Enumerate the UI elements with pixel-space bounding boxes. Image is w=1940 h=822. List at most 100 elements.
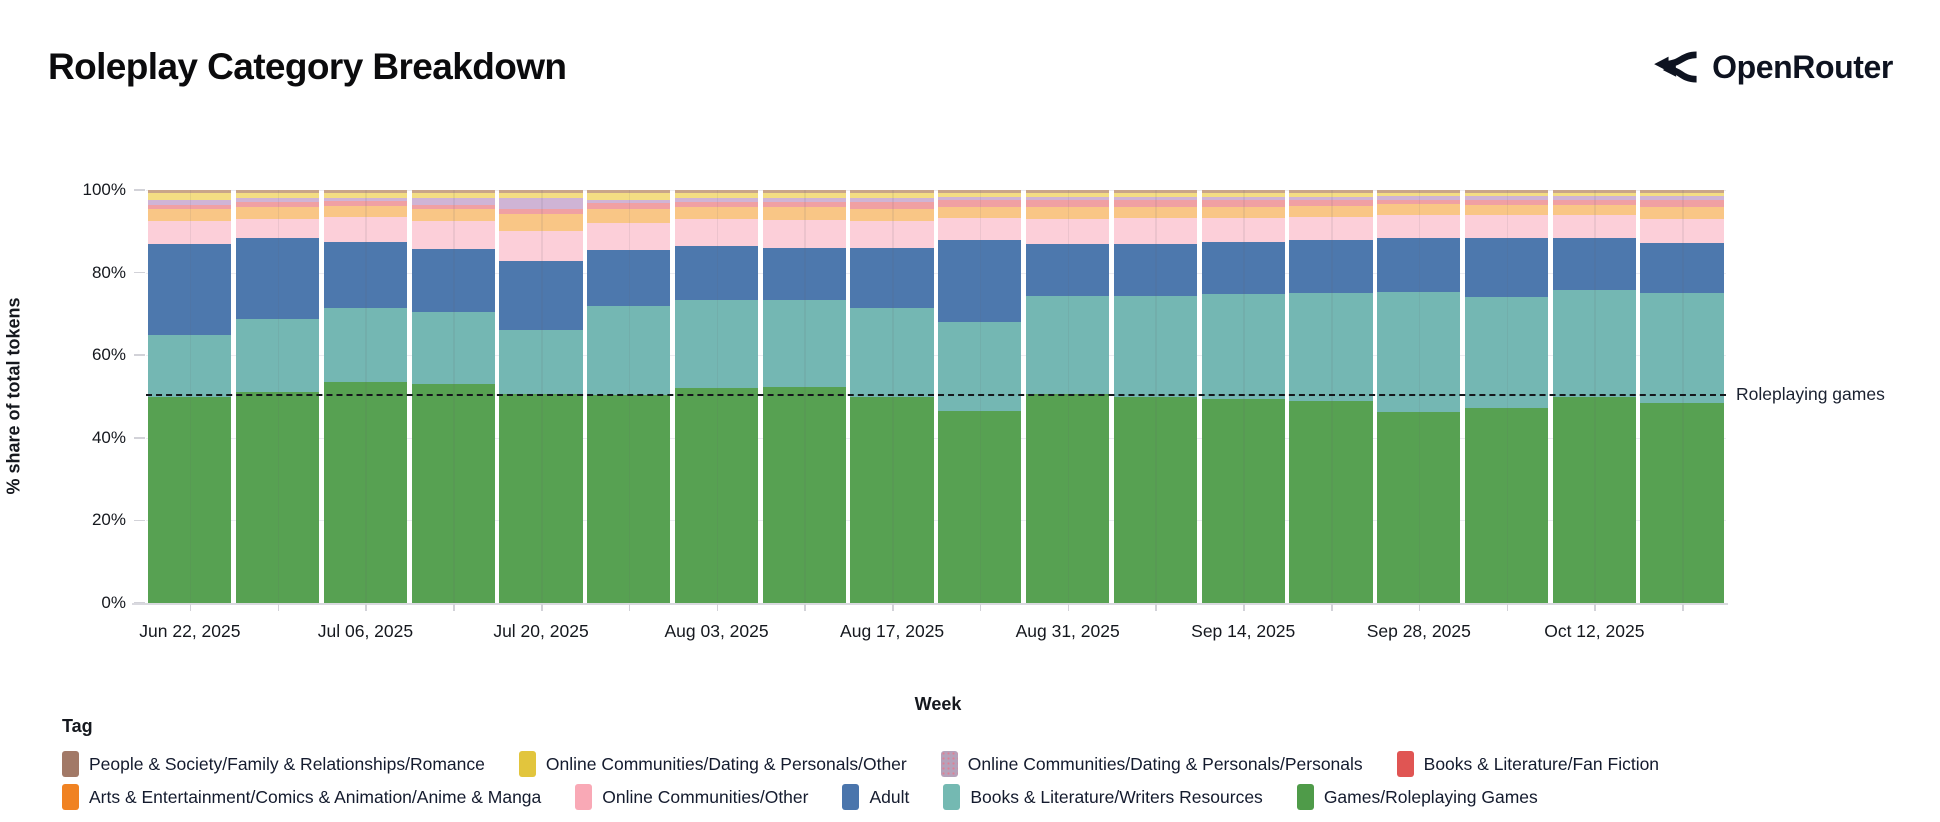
- segment-fan-fiction[interactable]: [1113, 200, 1198, 207]
- segment-other[interactable]: [148, 221, 232, 244]
- segment-romance[interactable]: [1201, 190, 1285, 193]
- segment-roleplaying-games[interactable]: [1113, 396, 1198, 603]
- segment-other[interactable]: [1113, 192, 1198, 197]
- segment-other[interactable]: [148, 193, 232, 200]
- segment-anime-manga[interactable]: [499, 213, 583, 232]
- segment-adult[interactable]: [323, 241, 408, 308]
- stacked-bar-aug-31-2025[interactable]: [1025, 190, 1110, 603]
- segment-writers-resources[interactable]: [1640, 293, 1724, 403]
- segment-other[interactable]: [1025, 192, 1110, 197]
- legend-item-other[interactable]: Online Communities/Dating & Personals/Ot…: [518, 751, 907, 777]
- segment-personals[interactable]: [587, 199, 671, 204]
- segment-fan-fiction[interactable]: [1552, 199, 1636, 206]
- segment-anime-manga[interactable]: [850, 208, 934, 221]
- segment-roleplaying-games[interactable]: [587, 395, 671, 603]
- segment-roleplaying-games[interactable]: [1464, 408, 1549, 603]
- segment-romance[interactable]: [1464, 190, 1549, 193]
- stacked-bar-sep-21-2025[interactable]: [1289, 190, 1373, 603]
- segment-roleplaying-games[interactable]: [235, 392, 320, 603]
- segment-other[interactable]: [1025, 218, 1110, 244]
- segment-adult[interactable]: [762, 247, 846, 301]
- legend-item-romance[interactable]: People & Society/Family & Relationships/…: [62, 751, 485, 777]
- segment-anime-manga[interactable]: [148, 208, 232, 221]
- segment-adult[interactable]: [1640, 242, 1724, 294]
- segment-personals[interactable]: [674, 198, 759, 202]
- segment-personals[interactable]: [499, 198, 583, 209]
- segment-fan-fiction[interactable]: [1464, 199, 1549, 206]
- segment-adult[interactable]: [1201, 241, 1285, 295]
- segment-fan-fiction[interactable]: [323, 201, 408, 206]
- segment-fan-fiction[interactable]: [1377, 199, 1461, 205]
- segment-roleplaying-games[interactable]: [1552, 397, 1636, 603]
- stacked-bar-aug-17-2025[interactable]: [850, 190, 934, 603]
- segment-other[interactable]: [850, 221, 934, 248]
- segment-personals[interactable]: [411, 198, 495, 205]
- segment-romance[interactable]: [1640, 190, 1724, 193]
- segment-personals[interactable]: [235, 198, 320, 202]
- segment-personals[interactable]: [1025, 196, 1110, 201]
- segment-personals[interactable]: [1464, 196, 1549, 200]
- legend-item-anime-manga[interactable]: Arts & Entertainment/Comics & Animation/…: [62, 784, 541, 810]
- segment-fan-fiction[interactable]: [235, 201, 320, 207]
- legend-item-other[interactable]: Online Communities/Other: [575, 784, 808, 810]
- segment-writers-resources[interactable]: [1464, 297, 1549, 409]
- segment-adult[interactable]: [587, 249, 671, 306]
- segment-roleplaying-games[interactable]: [1201, 398, 1285, 603]
- segment-other[interactable]: [1640, 192, 1724, 197]
- segment-roleplaying-games[interactable]: [499, 393, 583, 603]
- segment-other[interactable]: [762, 219, 846, 248]
- segment-writers-resources[interactable]: [1377, 292, 1461, 412]
- segment-other[interactable]: [938, 192, 1022, 197]
- segment-anime-manga[interactable]: [1113, 206, 1198, 218]
- segment-anime-manga[interactable]: [235, 206, 320, 219]
- segment-romance[interactable]: [1377, 190, 1461, 193]
- segment-fan-fiction[interactable]: [411, 204, 495, 209]
- segment-romance[interactable]: [587, 190, 671, 193]
- segment-writers-resources[interactable]: [674, 300, 759, 389]
- legend-item-adult[interactable]: Adult: [842, 784, 909, 810]
- segment-other[interactable]: [323, 216, 408, 242]
- segment-fan-fiction[interactable]: [1289, 200, 1373, 206]
- segment-personals[interactable]: [1377, 196, 1461, 200]
- segment-other[interactable]: [850, 192, 934, 199]
- segment-adult[interactable]: [148, 243, 232, 335]
- segment-anime-manga[interactable]: [1464, 205, 1549, 215]
- segment-fan-fiction[interactable]: [674, 201, 759, 207]
- segment-other[interactable]: [674, 192, 759, 199]
- segment-anime-manga[interactable]: [1377, 204, 1461, 215]
- segment-other[interactable]: [1113, 217, 1198, 244]
- segment-personals[interactable]: [762, 198, 846, 202]
- segment-fan-fiction[interactable]: [587, 203, 671, 210]
- segment-other[interactable]: [411, 221, 495, 249]
- segment-roleplaying-games[interactable]: [1377, 411, 1461, 603]
- segment-anime-manga[interactable]: [674, 206, 759, 219]
- legend-item-roleplaying-games[interactable]: Games/Roleplaying Games: [1296, 784, 1538, 810]
- segment-roleplaying-games[interactable]: [1025, 393, 1110, 603]
- segment-anime-manga[interactable]: [938, 206, 1022, 218]
- segment-adult[interactable]: [1552, 238, 1636, 290]
- segment-personals[interactable]: [850, 198, 934, 203]
- segment-fan-fiction[interactable]: [850, 202, 934, 209]
- stacked-bar-oct-05-2025[interactable]: [1464, 190, 1549, 603]
- stacked-bar-aug-10-2025[interactable]: [762, 190, 846, 603]
- segment-adult[interactable]: [1113, 243, 1198, 297]
- segment-other[interactable]: [1377, 192, 1461, 197]
- segment-writers-resources[interactable]: [499, 330, 583, 394]
- segment-other[interactable]: [1201, 192, 1285, 197]
- segment-anime-manga[interactable]: [762, 207, 846, 220]
- segment-other[interactable]: [1464, 192, 1549, 197]
- segment-anime-manga[interactable]: [587, 209, 671, 224]
- segment-fan-fiction[interactable]: [938, 200, 1022, 207]
- segment-adult[interactable]: [411, 248, 495, 312]
- segment-other[interactable]: [235, 218, 320, 238]
- segment-romance[interactable]: [674, 190, 759, 193]
- segment-adult[interactable]: [1289, 239, 1373, 294]
- segment-other[interactable]: [587, 192, 671, 200]
- segment-anime-manga[interactable]: [411, 208, 495, 222]
- stacked-bar-jul-20-2025[interactable]: [499, 190, 583, 603]
- segment-adult[interactable]: [499, 261, 583, 331]
- segment-anime-manga[interactable]: [1201, 206, 1285, 218]
- stacked-bar-jun-22-2025[interactable]: [148, 190, 232, 603]
- segment-other[interactable]: [1201, 217, 1285, 242]
- segment-anime-manga[interactable]: [1640, 206, 1724, 219]
